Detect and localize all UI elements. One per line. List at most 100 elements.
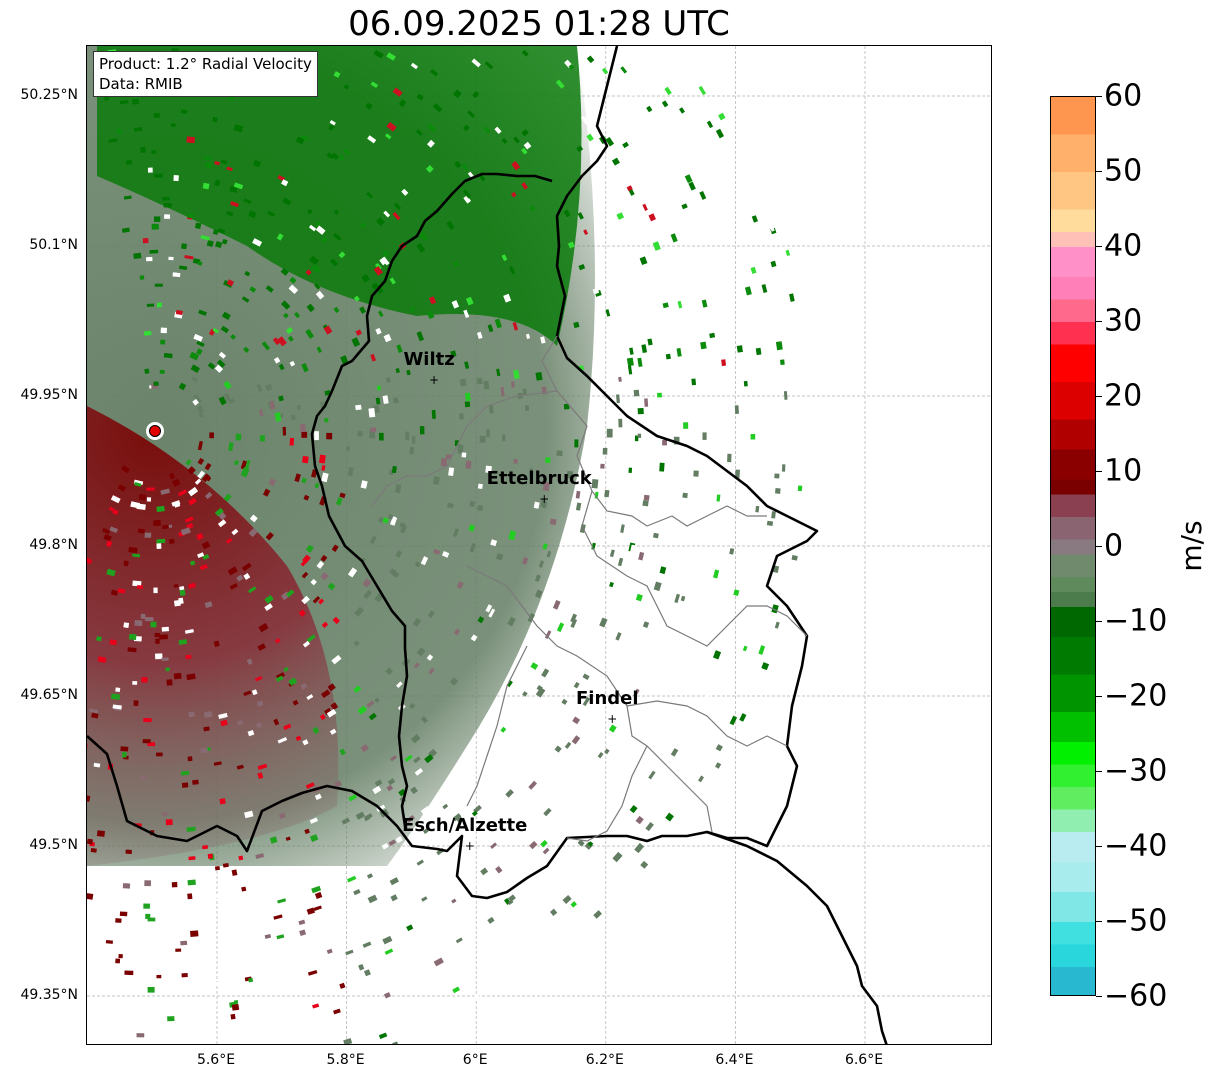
radar-gate (564, 741, 572, 749)
radar-gate (115, 918, 122, 923)
colorbar-tick-label: 50 (1104, 153, 1143, 189)
radar-gate (280, 300, 291, 310)
radar-gate (677, 300, 683, 309)
radar-gate (608, 724, 617, 733)
radar-gate (217, 519, 227, 528)
radar-gate (236, 574, 244, 582)
radar-gate (681, 226, 689, 235)
radar-gate (464, 392, 471, 402)
colorbar-tick-label: −10 (1104, 603, 1168, 639)
radar-gate (755, 505, 760, 513)
radar-gate (339, 748, 346, 756)
radar-gate (629, 347, 634, 355)
colorbar-tick-label: −60 (1104, 978, 1168, 1014)
radar-gate (168, 538, 175, 544)
radar-gate (150, 621, 157, 628)
radar-gate (446, 502, 454, 509)
radar-gate (302, 554, 311, 564)
radar-gate (192, 398, 199, 406)
colorbar-tick-label: 20 (1104, 378, 1143, 414)
radar-gate (490, 842, 498, 850)
radar-gate (413, 835, 422, 844)
colorbar-swatch (1051, 209, 1095, 233)
radar-gate (119, 100, 129, 105)
radar-gate (96, 635, 102, 642)
radar-gate (568, 64, 575, 70)
radar-gate (320, 236, 328, 244)
radar-gate (637, 357, 643, 368)
radar-gate (427, 310, 435, 320)
radar-gate (331, 654, 342, 665)
radar-gate (525, 333, 531, 339)
radar-gate (657, 392, 663, 398)
radar-gate (154, 216, 161, 222)
colorbar-swatch (1051, 344, 1095, 383)
radar-gate (793, 443, 798, 449)
radar-gate (386, 784, 394, 792)
radar-gate (223, 392, 232, 402)
radar-gate (147, 917, 156, 922)
radar-gate (343, 84, 350, 90)
radar-gate (766, 367, 773, 374)
radar-gate (581, 115, 590, 125)
radar-gate (318, 598, 325, 605)
radar-gate (469, 500, 476, 508)
radar-gate (413, 756, 421, 764)
radar-gate (316, 346, 322, 354)
radar-gate (360, 744, 369, 753)
radar-gate (305, 328, 315, 339)
radar-gate (363, 969, 371, 977)
colorbar-swatch (1051, 554, 1095, 578)
radar-gate (123, 560, 129, 567)
radar-gate (326, 432, 333, 440)
radar-gate (629, 804, 638, 814)
radar-gate (147, 987, 155, 993)
radar-gate (666, 676, 674, 683)
radar-gate (468, 879, 478, 888)
radar-gate (194, 478, 202, 485)
colorbar-swatch (1051, 382, 1095, 421)
radar-gate (770, 260, 777, 268)
radar-gate (302, 640, 310, 648)
radar-gate (766, 520, 774, 526)
radar-gate (410, 733, 421, 744)
radar-gate (441, 550, 450, 558)
radar-gate (396, 681, 403, 688)
radar-gate (156, 505, 165, 513)
radar-gate (616, 394, 620, 404)
radar-gate (171, 500, 181, 507)
radar-gate (155, 638, 160, 644)
radar-gate (207, 362, 216, 370)
radar-gate (151, 150, 157, 154)
radar-gate (319, 454, 326, 464)
radar-gate (605, 309, 611, 317)
radar-gate (452, 260, 460, 268)
radar-gate (381, 842, 389, 850)
radar-gate (370, 353, 376, 362)
radar-gate (453, 89, 462, 99)
radar-gate (635, 815, 644, 825)
colorbar-swatch (1051, 592, 1095, 608)
radar-gate (221, 311, 231, 320)
radar-gate (179, 589, 186, 596)
radar-gate (357, 705, 368, 715)
radar-gate (280, 268, 289, 276)
radar-gate (136, 1033, 145, 1038)
radar-gate (307, 208, 313, 215)
radar-gate (218, 351, 227, 359)
radar-gate (392, 87, 403, 97)
colorbar-tick-label: 60 (1104, 78, 1143, 114)
radar-gate (97, 656, 107, 663)
radar-gate (156, 302, 162, 308)
radar-gate (159, 369, 165, 374)
colorbar-tick-mark (1096, 771, 1102, 772)
colorbar-tick-mark (1096, 246, 1102, 247)
radar-gate (200, 235, 210, 241)
radar-gate (428, 296, 437, 305)
radar-gate (338, 251, 346, 259)
radar-gate (471, 810, 478, 817)
radar-gate (249, 514, 258, 523)
radar-gate (404, 754, 413, 762)
radar-gate (392, 211, 401, 221)
radar-gate (161, 626, 170, 632)
